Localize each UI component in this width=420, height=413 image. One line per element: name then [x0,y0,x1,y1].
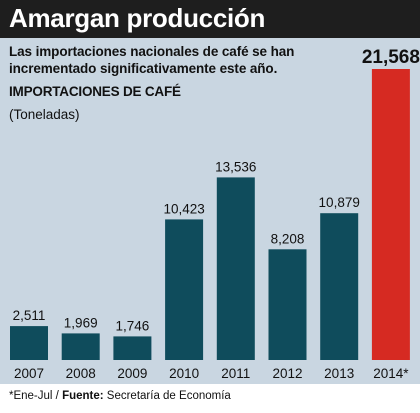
footnote-source-label: Fuente: [62,390,104,402]
tick-labels-group: 2007 2008 2009 2010 2011 2012 2013 2014* [14,366,409,381]
tick-label-2013: 2013 [324,366,354,381]
bar-2008 [61,333,100,360]
value-labels-group: 2,511 1,969 1,746 10,423 13,536 8,208 10,879 21… [13,47,420,333]
footnote-note: *Ene-Jul / [9,390,63,402]
bar-2011 [216,177,255,360]
tick-label-2011: 2011 [221,366,250,381]
y-axis-label: IMPORTACIONES DE CAFÉ [9,84,181,99]
tick-label-2009: 2009 [117,366,147,381]
value-label-2014: 21,568 [362,47,420,68]
value-label-2009: 1,746 [116,318,150,333]
value-label-2012: 8,208 [271,231,305,246]
title-bar: Amargan producción [0,0,420,38]
value-label-2008: 1,969 [64,315,98,330]
value-label-2013: 10,879 [319,195,360,210]
bar-2009 [113,336,152,360]
units-label: (Toneladas) [9,107,80,122]
bar-chart: 2,511 1,969 1,746 10,423 13,536 8,208 10,879 21… [10,47,420,381]
value-label-2011: 13,536 [215,159,256,174]
tick-label-2014: 2014* [373,366,409,381]
bars-group [10,69,410,360]
value-label-2007: 2,511 [13,308,46,323]
tick-label-2010: 2010 [169,366,199,381]
tick-label-2008: 2008 [66,366,96,381]
bar-2010 [165,219,204,360]
bar-2007 [10,326,48,360]
bar-2012 [268,249,307,360]
tick-label-2007: 2007 [14,366,44,381]
footer-bar [0,384,420,413]
value-label-2010: 10,423 [163,201,204,216]
bar-2013 [320,213,359,360]
footnote: *Ene-Jul / Fuente: Secretaría de Economí… [9,390,231,402]
bar-2014 [371,69,410,360]
chart-subtitle: Las importaciones nacionales de café se … [9,44,295,76]
tick-label-2012: 2012 [272,366,302,381]
footnote-source: Secretaría de Economía [103,390,231,402]
chart-title: Amargan producción [9,3,266,33]
